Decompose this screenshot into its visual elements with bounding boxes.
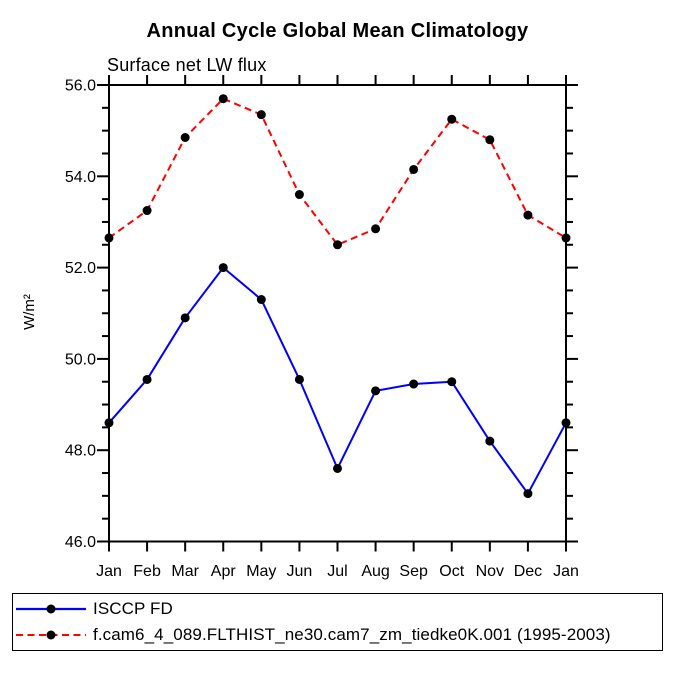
data-point-marker-s0 [256, 295, 266, 305]
data-point-marker-s1 [447, 114, 457, 124]
chart-subtitle: Surface net LW flux [107, 55, 267, 75]
legend-label-model: f.cam6_4_089.FLTHIST_ne30.cam7_zm_tiedke… [93, 625, 611, 644]
data-point-marker-s0 [333, 463, 342, 473]
legend-box: ISCCP FD f.cam6_4_089.FLTHIST_ne30.cam7_… [12, 593, 663, 651]
plot-frame [108, 84, 567, 543]
x-tick-label: May [246, 563, 276, 580]
legend-marker-icon [46, 630, 56, 640]
y-tick-label: 54.0 [65, 169, 96, 186]
series-line-0 [108, 266, 567, 495]
y-tick-label: 48.0 [65, 443, 96, 460]
data-point-marker-s0 [371, 386, 381, 396]
legend-line-sample-dashed [16, 630, 86, 640]
data-point-marker-s0 [218, 263, 228, 273]
legend-marker-icon [46, 604, 56, 614]
data-point-marker-s0 [523, 489, 533, 499]
data-point-marker-s1 [409, 164, 419, 174]
data-point-marker-s0 [104, 418, 114, 428]
data-point-marker-s1 [294, 190, 304, 200]
data-point-marker-s0 [561, 418, 571, 428]
chart-title: Annual Cycle Global Mean Climatology [146, 20, 529, 42]
x-tick-label: Jan [96, 563, 122, 580]
data-point-marker-s0 [180, 313, 190, 323]
legend-label-isccp: ISCCP FD [93, 599, 173, 618]
x-tick-label: Feb [133, 563, 161, 580]
x-tick-label: Nov [476, 563, 504, 580]
data-point-marker-s1 [485, 135, 495, 145]
data-point-marker-s1 [104, 233, 114, 243]
data-point-marker-s1 [333, 240, 342, 250]
data-point-marker-s1 [218, 94, 228, 104]
legend-entry-model: f.cam6_4_089.FLTHIST_ne30.cam7_zm_tiedke… [13, 622, 662, 648]
y-tick-label: 50.0 [65, 351, 96, 368]
data-point-marker-s1 [256, 110, 266, 120]
x-tick-label: Oct [439, 563, 464, 580]
x-tick-label: Jul [327, 563, 347, 580]
data-point-marker-s1 [180, 132, 190, 142]
data-point-marker-s0 [294, 374, 304, 384]
legend-line-sample-solid [16, 604, 86, 614]
x-tick-label: Dec [514, 563, 542, 580]
data-point-marker-s0 [142, 374, 152, 384]
data-point-marker-s0 [409, 379, 419, 389]
data-point-marker-s0 [485, 436, 495, 446]
x-tick-label: Jun [287, 563, 313, 580]
x-tick-label: Jan [553, 563, 579, 580]
data-point-marker-s1 [523, 210, 533, 220]
data-point-marker-s1 [142, 206, 152, 216]
x-tick-label: Sep [399, 563, 428, 580]
legend-entry-isccp: ISCCP FD [13, 596, 662, 622]
y-tick-label: 56.0 [65, 78, 96, 95]
data-point-marker-s1 [371, 224, 381, 234]
x-tick-label: Apr [211, 563, 237, 580]
data-point-marker-s1 [561, 233, 571, 243]
x-tick-label: Aug [361, 563, 389, 580]
data-point-marker-s0 [447, 377, 457, 387]
x-tick-label: Mar [171, 563, 199, 580]
series-line-1 [108, 97, 567, 246]
y-tick-label: 46.0 [65, 534, 96, 551]
y-tick-label: 52.0 [65, 260, 96, 277]
